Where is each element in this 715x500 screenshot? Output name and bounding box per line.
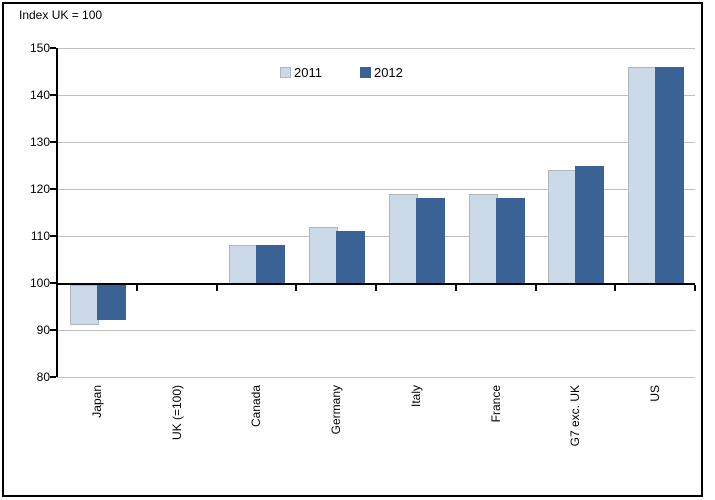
x-axis-tick (534, 285, 537, 291)
y-axis-tick (50, 141, 56, 143)
x-axis-tick (56, 285, 58, 291)
bar-2012-g7-exc-uk (575, 165, 605, 285)
x-axis-label-france: France (488, 385, 503, 423)
chart-title: Index UK = 100 (19, 8, 103, 22)
bar-2012-us (655, 66, 685, 285)
y-axis-tick-label: 120 (29, 182, 50, 196)
x-axis-label-g7-exc-uk: G7 exc. UK (568, 385, 583, 447)
bar-2012-canada (256, 245, 286, 285)
y-axis-tick-label: 80 (36, 370, 50, 384)
y-axis-tick-label: 90 (36, 323, 50, 337)
bar-2012-japan (96, 285, 126, 320)
gridline (57, 329, 695, 331)
y-axis-tick-label: 130 (29, 135, 50, 149)
x-axis-line (56, 283, 695, 285)
bar-2012-italy (415, 198, 445, 285)
gridline (57, 376, 695, 378)
y-axis-tick-label: 100 (29, 276, 50, 290)
bar-2011-canada (229, 245, 259, 285)
x-axis-label-italy: Italy (408, 385, 423, 408)
gridline (57, 141, 695, 143)
bar-2011-g7-exc-uk (548, 170, 578, 285)
x-axis-tick (135, 285, 138, 291)
y-axis-tick (50, 282, 56, 284)
y-axis-tick (50, 188, 56, 190)
legend: 2011 2012 (280, 65, 403, 80)
x-axis-tick (215, 285, 218, 291)
y-axis-tick-label: 140 (29, 88, 50, 102)
legend-label-2012: 2012 (373, 65, 403, 80)
x-axis-label-japan: Japan (89, 385, 104, 418)
y-axis-tick (50, 329, 56, 331)
x-axis-tick (614, 285, 617, 291)
y-axis-tick-label: 110 (30, 229, 50, 243)
gridline (57, 94, 695, 96)
y-axis-line (56, 48, 58, 377)
gridline (57, 47, 695, 49)
y-axis-tick-label: 150 (29, 41, 50, 55)
x-axis-label-uk-100: UK (=100) (169, 385, 184, 441)
bar-2011-france (468, 193, 498, 285)
legend-swatch-2011 (280, 67, 291, 78)
legend-item-2012: 2012 (359, 65, 403, 80)
bar-2012-germany (336, 231, 366, 285)
x-axis-label-germany: Germany (329, 385, 344, 435)
y-axis-tick (50, 94, 56, 96)
y-axis-tick (50, 235, 56, 237)
bar-2011-germany (309, 226, 339, 285)
x-axis-label-us: US (648, 385, 663, 402)
y-axis-tick (50, 376, 56, 378)
x-axis-tick (454, 285, 457, 291)
x-axis-tick (295, 285, 298, 291)
gridline (57, 235, 695, 237)
bar-2011-us (628, 66, 658, 285)
x-axis-tick (694, 285, 696, 291)
gridline (57, 188, 695, 190)
bar-2011-japan (69, 285, 99, 325)
legend-item-2011: 2011 (280, 65, 322, 80)
bar-2012-france (495, 198, 525, 285)
bar-2011-italy (388, 193, 418, 285)
y-axis-tick (50, 47, 56, 49)
legend-label-2011: 2011 (294, 65, 322, 80)
legend-swatch-2012 (359, 67, 371, 78)
x-axis-label-canada: Canada (249, 385, 264, 428)
x-axis-tick (375, 285, 377, 291)
